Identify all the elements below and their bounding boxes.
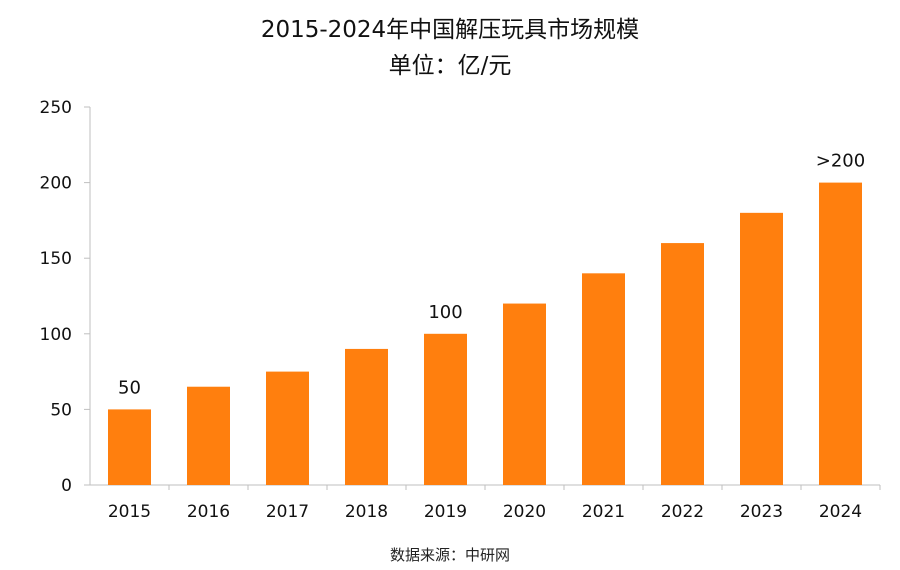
x-tick-label: 2018 (345, 502, 388, 522)
bar-2023 (740, 212, 783, 485)
y-tick-label: 100 (40, 325, 72, 345)
bar-2018 (345, 348, 388, 485)
x-tick-label: 2016 (187, 502, 230, 522)
bar-2016 (187, 386, 230, 485)
bars (108, 182, 862, 485)
bar-2021 (582, 273, 625, 485)
bar-2020 (503, 303, 546, 485)
bar-2022 (661, 243, 704, 485)
x-tick-label: 2017 (266, 502, 309, 522)
bar-2019 (424, 333, 467, 485)
bar-2017 (266, 371, 309, 485)
x-tick-label: 2020 (503, 502, 546, 522)
y-tick-label: 150 (40, 249, 72, 269)
x-tick-label: 2015 (108, 502, 151, 522)
data-label-2019: 100 (428, 302, 462, 323)
bar-chart: 0 50 100 150 200 250 2015 2016 2017 2018 2019 2020… (40, 98, 881, 522)
bar-2024 (819, 182, 862, 485)
data-labels: 50 100 >200 (118, 151, 865, 399)
y-tick-label: 200 (40, 174, 72, 194)
x-tick-label: 2019 (424, 502, 467, 522)
y-axis: 0 50 100 150 200 250 (40, 98, 91, 496)
y-tick-label: 0 (61, 476, 72, 496)
x-axis: 2015 2016 2017 2018 2019 2020 2021 2022 2023 2024 (90, 484, 881, 522)
x-tick-label: 2024 (819, 502, 862, 522)
x-tick-label: 2022 (661, 502, 704, 522)
data-label-2024: >200 (816, 151, 865, 172)
y-tick-label: 250 (40, 98, 72, 118)
chart-title: 2015-2024年中国解压玩具市场规模 (260, 17, 640, 43)
chart-subtitle: 单位：亿/元 (388, 53, 512, 79)
x-tick-label: 2021 (582, 502, 625, 522)
x-tick-label: 2023 (740, 502, 783, 522)
data-source: 数据来源：中研网 (389, 546, 510, 564)
y-tick-label: 50 (50, 400, 72, 420)
data-label-2015: 50 (118, 377, 141, 398)
bar-2015 (108, 409, 151, 485)
